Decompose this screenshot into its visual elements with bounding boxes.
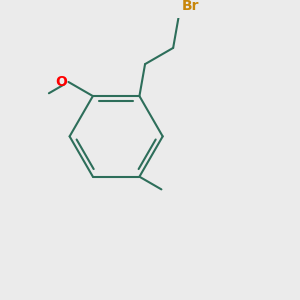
Text: Br: Br (182, 0, 199, 13)
Text: O: O (55, 75, 67, 89)
